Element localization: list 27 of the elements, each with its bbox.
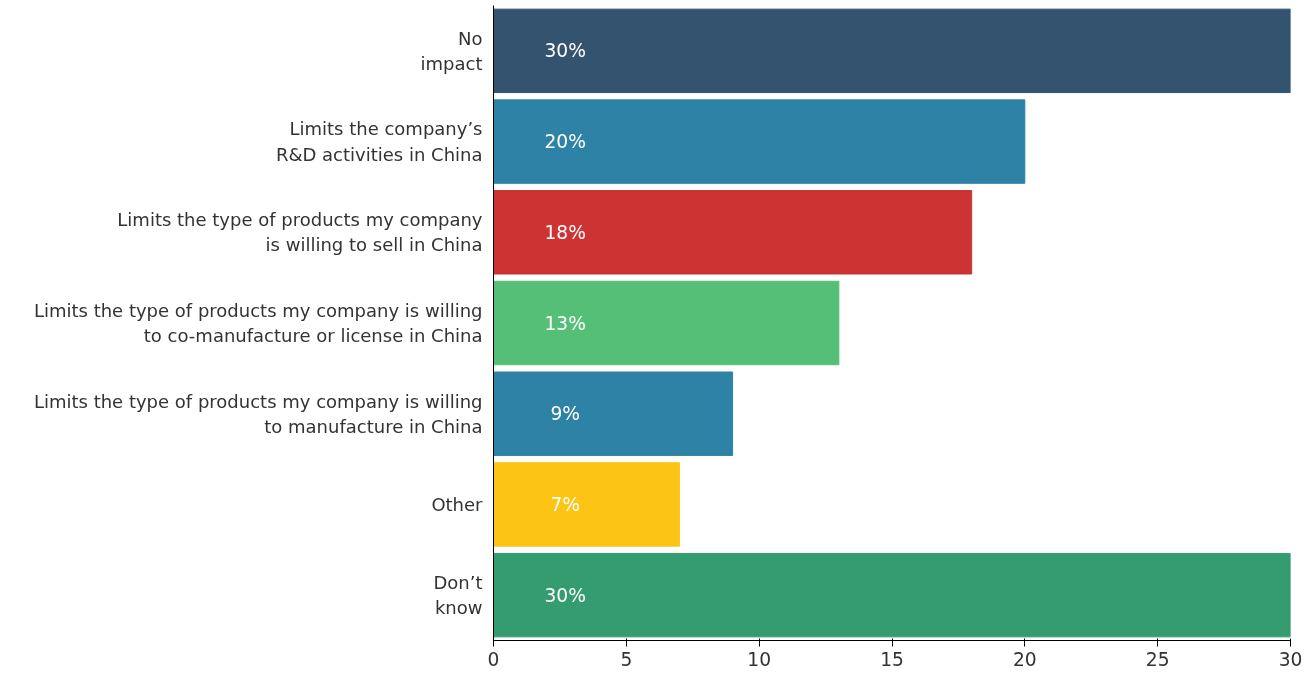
x-tick-label: 15 — [880, 648, 904, 670]
data-label: 9% — [550, 403, 581, 425]
bar — [493, 190, 973, 275]
x-tick-label: 0 — [487, 648, 500, 670]
x-tick-label: 5 — [620, 648, 633, 670]
bar — [493, 371, 734, 456]
x-tick-label: 20 — [1012, 648, 1037, 670]
y-tick-label: Limits the type of products my company is willing to sell in China — [117, 209, 483, 256]
y-tick-label: Don’t know — [433, 572, 483, 619]
bar — [493, 462, 680, 547]
data-label: 7% — [550, 493, 581, 515]
data-label: 30% — [544, 584, 586, 606]
data-label: 18% — [544, 221, 586, 243]
y-tick-label: Limits the type of products my company is willing to manufacture in China — [33, 390, 483, 437]
x-tick-label: 30 — [1278, 648, 1303, 670]
bar — [493, 8, 1291, 94]
data-label: 13% — [544, 312, 586, 334]
data-label: 20% — [544, 131, 586, 153]
y-tick-label: Other — [431, 493, 484, 515]
y-tick-label: Limits the company’s R&D activities in China — [275, 118, 483, 165]
x-tick-label: 25 — [1145, 648, 1170, 670]
bar — [493, 280, 840, 366]
y-tick-label: Limits the type of products my company is willing to co-manufacture or license in China — [33, 299, 483, 347]
x-tick-label: 10 — [747, 648, 772, 670]
y-tick-label: No impact — [420, 27, 483, 74]
data-label: 30% — [544, 40, 586, 62]
bar — [493, 99, 1026, 184]
